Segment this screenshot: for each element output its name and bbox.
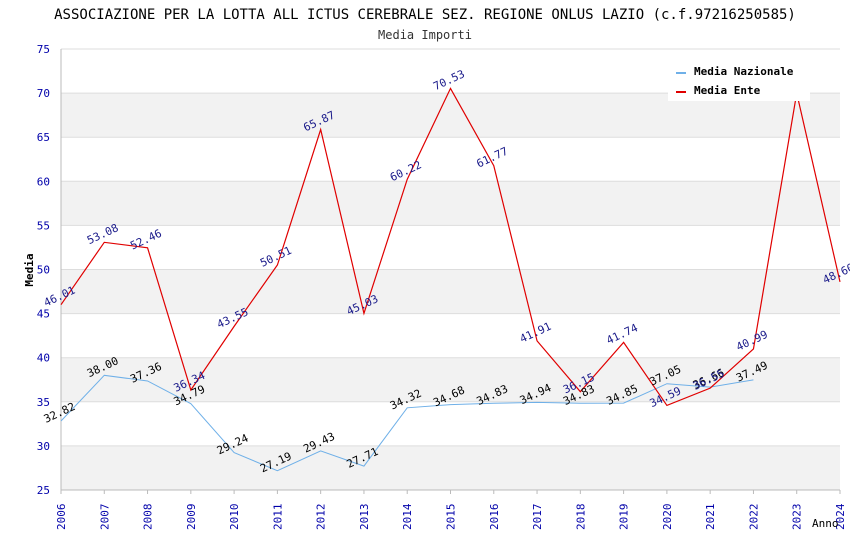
- x-tick-label: 2023: [791, 504, 804, 531]
- y-tick-label: 25: [37, 484, 50, 497]
- y-axis-ticks: 25 30 35 40 45 50 55 60 65 70 75: [37, 43, 50, 497]
- x-tick-label: 2014: [401, 503, 414, 530]
- y-tick-label: 60: [37, 175, 50, 188]
- grid-band: [61, 313, 840, 358]
- x-tick-label: 2017: [531, 504, 544, 531]
- x-tick-label: 2016: [488, 504, 501, 531]
- x-tick-label: 2013: [358, 504, 371, 531]
- grid-band: [61, 357, 840, 402]
- grid-band: [61, 225, 840, 270]
- grid-band: [61, 269, 840, 314]
- y-tick-label: 30: [37, 440, 50, 453]
- x-tick-label: 2011: [271, 504, 284, 531]
- legend-label-ente: Media Ente: [694, 84, 761, 97]
- y-tick-label: 70: [37, 87, 50, 100]
- x-tick-label: 2007: [98, 504, 111, 531]
- x-tick-label: 2015: [445, 504, 458, 531]
- y-tick-label: 65: [37, 131, 50, 144]
- x-tick-label: 2006: [55, 504, 68, 531]
- y-tick-label: 35: [37, 396, 50, 409]
- x-tick-label: 2020: [661, 504, 674, 531]
- x-tick-label: 2024: [834, 503, 847, 530]
- x-tick-label: 2012: [315, 504, 328, 531]
- grid-band: [61, 401, 840, 446]
- legend: Media Nazionale Media Ente: [668, 59, 810, 101]
- series-line-nazionale: [60, 374, 754, 472]
- grid-band: [61, 445, 840, 490]
- chart-title: ASSOCIAZIONE PER LA LOTTA ALL ICTUS CERE…: [54, 7, 796, 23]
- x-tick-label: 2019: [618, 504, 631, 531]
- grid-band: [61, 181, 840, 226]
- chart-subtitle: Media Importi: [378, 28, 472, 42]
- x-axis-label: Anno: [812, 517, 839, 530]
- x-tick-label: 2010: [228, 504, 241, 531]
- x-tick-label: 2018: [574, 504, 587, 531]
- grid-band: [61, 137, 840, 182]
- legend-label-nazionale: Media Nazionale: [694, 65, 794, 78]
- y-tick-label: 75: [37, 43, 50, 56]
- y-axis-label: Media: [23, 253, 36, 286]
- x-tick-label: 2009: [185, 504, 198, 531]
- legend-box: [668, 59, 810, 101]
- x-tick-label: 2008: [142, 504, 155, 531]
- x-axis-ticks: 2006 2007 2008 2009 2010 2011 2012 2013 2014 2015…: [55, 490, 847, 530]
- x-tick-label: 2021: [704, 504, 717, 531]
- plot-background: [60, 48, 840, 491]
- y-tick-label: 55: [37, 219, 50, 232]
- y-tick-label: 50: [37, 264, 50, 277]
- series-line-ente: [60, 87, 841, 407]
- series-lines: [60, 87, 841, 472]
- y-tick-label: 45: [37, 308, 50, 321]
- y-tick-label: 40: [37, 352, 50, 365]
- x-tick-label: 2022: [747, 504, 760, 531]
